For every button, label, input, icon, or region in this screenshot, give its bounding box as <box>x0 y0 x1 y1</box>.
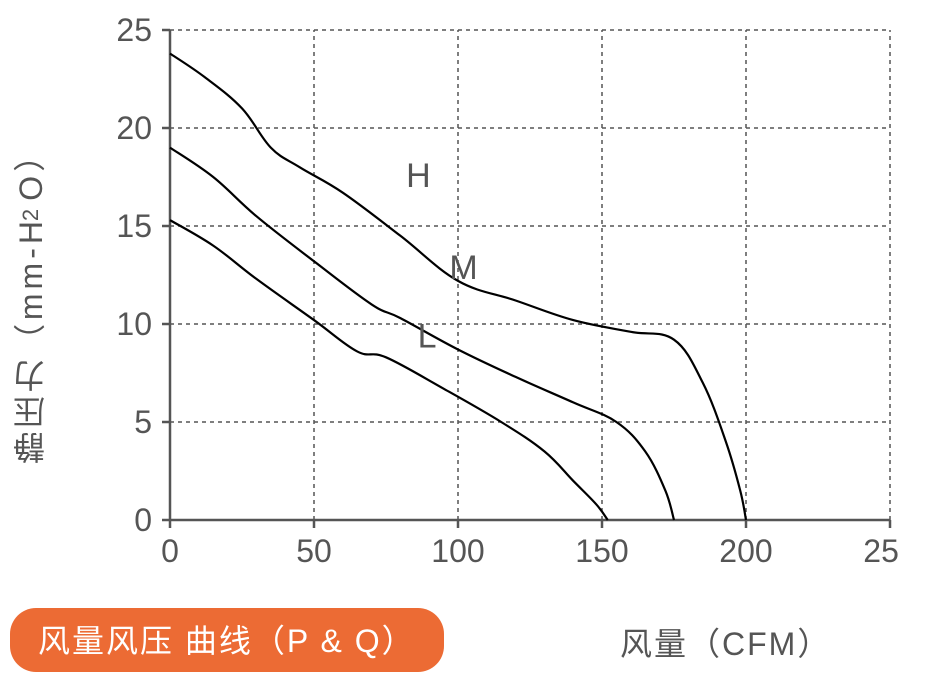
y-tick-label: 15 <box>116 208 152 244</box>
x-tick-label: 250 <box>863 533 900 569</box>
y-tick-label: 10 <box>116 306 152 342</box>
x-tick-label: 0 <box>161 533 179 569</box>
x-tick-label: 150 <box>575 533 628 569</box>
series-label-H: H <box>406 157 431 195</box>
series-L <box>170 220 608 520</box>
x-tick-label: 50 <box>296 533 332 569</box>
series-label-L: L <box>418 318 437 356</box>
y-tick-label: 25 <box>116 12 152 48</box>
chart-title-pill: 风量风压 曲线（P & Q） <box>10 608 444 672</box>
chart-svg: 0 50 100 150 200 250 0 5 10 15 20 25 H ML <box>100 10 900 580</box>
series-label-M: M <box>449 249 477 287</box>
y-axis-label: 静压力（mm-H2O） <box>8 136 54 464</box>
x-axis-label: 风量（CFM） <box>620 619 831 665</box>
y-tick-label: 0 <box>134 502 152 538</box>
x-tick-label: 200 <box>719 533 772 569</box>
y-tick-label: 5 <box>134 404 152 440</box>
plot-area: 0 50 100 150 200 250 0 5 10 15 20 25 H ML <box>100 10 900 580</box>
x-tick-label: 100 <box>431 533 484 569</box>
pq-chart: 静压力（mm-H2O） 0 50 100 150 200 250 0 5 10 15 20 25 H ML… <box>0 0 928 683</box>
y-tick-label: 20 <box>116 110 152 146</box>
bottom-bar: 风量风压 曲线（P & Q） <box>10 609 444 671</box>
